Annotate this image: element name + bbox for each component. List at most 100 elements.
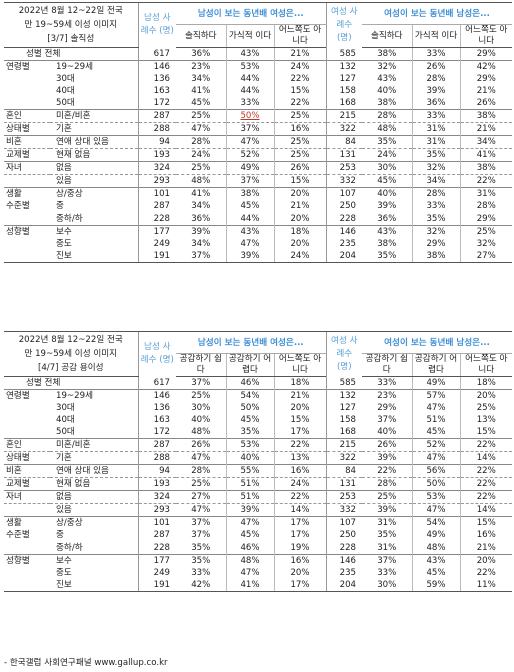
table-title: 2022년 8월 12~22일 전국 만 19~59세 이성 이미지 [3/7] 솔… [4, 2, 139, 48]
male-value-2: 47% [225, 516, 275, 530]
male-value-3: 15% [273, 414, 327, 427]
female-value-2: 43% [411, 553, 461, 567]
source-footer: - 한국갤럽 사회연구패널 www.gallup.co.kr [4, 658, 168, 668]
male-value-1: 37% [176, 249, 227, 263]
male-value-1: 40% [191, 415, 211, 426]
table-row: 자녀 없음 324 27% 51% 22% 253 25% 53% 22% [4, 490, 513, 504]
female-value-2: 59% [411, 578, 461, 592]
row-category: 수준별 [6, 530, 30, 541]
female-value-1: 25% [362, 490, 413, 504]
row-category: 상태별 [4, 451, 50, 465]
male-sample-count: 101 [137, 187, 177, 201]
female-value-2: 26% [411, 60, 461, 73]
table-row: 중하/하 228 36% 44% 20% 228 36% 35% 29% [4, 212, 513, 226]
table-row: 진보 191 42% 41% 17% 204 30% 59% 11% [4, 578, 513, 592]
female-sample-header: 여성 사례수 (명) [325, 331, 363, 377]
female-value-1: 24% [362, 148, 413, 162]
row-category: 연령별 [4, 60, 50, 73]
female-value-1: 39% [377, 201, 397, 212]
female-value-2: 47% [411, 451, 461, 465]
male-value-1: 25% [176, 389, 227, 402]
male-value-2: 39% [225, 503, 275, 517]
row-label: 40대 [56, 86, 75, 97]
male-value-2: 39% [225, 249, 275, 263]
female-sample-count: 228 [325, 212, 363, 226]
male-value-3: 26% [273, 161, 327, 175]
female-sample-count: 168 [325, 426, 363, 439]
female-value-2: 34% [411, 174, 461, 188]
male-value-1: 28% [176, 135, 227, 149]
table-title: 2022년 8월 12~22일 전국 만 19~59세 이성 이미지 [4/7] 공… [4, 331, 139, 377]
table-row: 혼인 미혼/비혼 287 25% 50% 25% 215 28% 33% 38% [4, 109, 513, 123]
female-sample-count: 215 [325, 109, 363, 123]
male-value-2: 40% [225, 451, 275, 465]
male-value-1: 35% [176, 553, 227, 567]
female-value-2: 35% [411, 212, 461, 226]
female-sample-count: 146 [325, 553, 363, 567]
male-value-1: 25% [176, 161, 227, 175]
row-category [4, 97, 50, 110]
table-row: 상태별 기혼 288 47% 37% 16% 322 48% 31% 21% [4, 122, 513, 136]
female-sample-count: 235 [325, 566, 363, 579]
male-value-1: 28% [176, 464, 227, 478]
row-category [4, 578, 50, 592]
male-sample-count: 177 [137, 224, 177, 238]
male-sample-count: 94 [137, 135, 177, 149]
female-value-3: 13% [459, 414, 513, 427]
table-row: 성향별 보수 177 35% 48% 16% 146 37% 43% 20% [4, 553, 513, 567]
row-label: 있음 [50, 503, 139, 517]
row-label: 중 [56, 201, 64, 212]
female-col-2: 가식적 이다 [411, 24, 461, 48]
female-value-2: 54% [411, 516, 461, 530]
male-value-2: 51% [225, 477, 275, 491]
male-value-1: 34% [191, 74, 211, 85]
female-value-1: 38% [377, 238, 397, 249]
table-row: 성별 전체 617 36% 43% 21% 585 38% 33% 29% [4, 47, 513, 61]
female-value-1: 28% [362, 477, 413, 491]
row-category: 상태별 [4, 122, 50, 136]
female-value-1: 30% [362, 578, 413, 592]
row-category [4, 213, 50, 226]
female-value-1: 33% [377, 567, 397, 578]
female-value-2: 38% [411, 249, 461, 263]
female-value-2: 47% [411, 402, 461, 415]
male-value-3: 15% [273, 174, 327, 188]
table-row: 생활 상/중상 101 37% 47% 17% 107 31% 54% 15% [4, 516, 513, 530]
female-sample-count: 168 [325, 97, 363, 110]
male-sample-header: 남성 사례수 (명) [137, 2, 177, 48]
female-value-3: 21% [459, 85, 513, 98]
male-value-1: 45% [191, 98, 211, 109]
female-sample-count: 204 [325, 578, 363, 592]
table-row: 교제별 현재 없음 193 24% 52% 25% 131 24% 35% 41% [4, 148, 513, 162]
male-value-1: 30% [191, 403, 211, 414]
female-sample-count: 131 [325, 477, 363, 491]
male-col-2: 공감하기 어렵다 [225, 353, 275, 377]
male-value-3: 25% [273, 109, 327, 123]
row-label: 연애 상대 있음 [50, 464, 139, 478]
female-col-1: 솔직하다 [362, 24, 413, 48]
female-sample-count: 585 [325, 47, 363, 61]
male-value-2: 43% [225, 224, 275, 238]
male-value-2: 55% [225, 464, 275, 478]
female-value-1: 28% [362, 109, 413, 123]
male-value-1: 34% [191, 238, 211, 249]
female-value-1: 36% [377, 213, 397, 224]
male-value-1: 47% [176, 503, 227, 517]
table-row: 30대 136 34% 44% 22% 127 43% 28% 29% [4, 73, 513, 86]
female-sample-count: 132 [325, 389, 363, 402]
female-value-2: 31% [411, 135, 461, 149]
female-value-2: 51% [411, 414, 461, 427]
female-value-1: 45% [362, 174, 413, 188]
male-value-1: 48% [191, 427, 211, 438]
male-sample-count: 172 [137, 426, 177, 439]
female-value-3: 28% [459, 200, 513, 213]
row-category: 성향별 [4, 553, 50, 567]
male-value-2: 53% [225, 60, 275, 73]
female-value-2: 45% [411, 566, 461, 579]
female-value-3: 42% [459, 60, 513, 73]
row-label: 없음 [50, 490, 139, 504]
female-value-2: 28% [411, 187, 461, 201]
female-value-3: 20% [459, 389, 513, 402]
female-value-2: 33% [411, 47, 461, 61]
female-sample-count: 107 [325, 516, 363, 530]
